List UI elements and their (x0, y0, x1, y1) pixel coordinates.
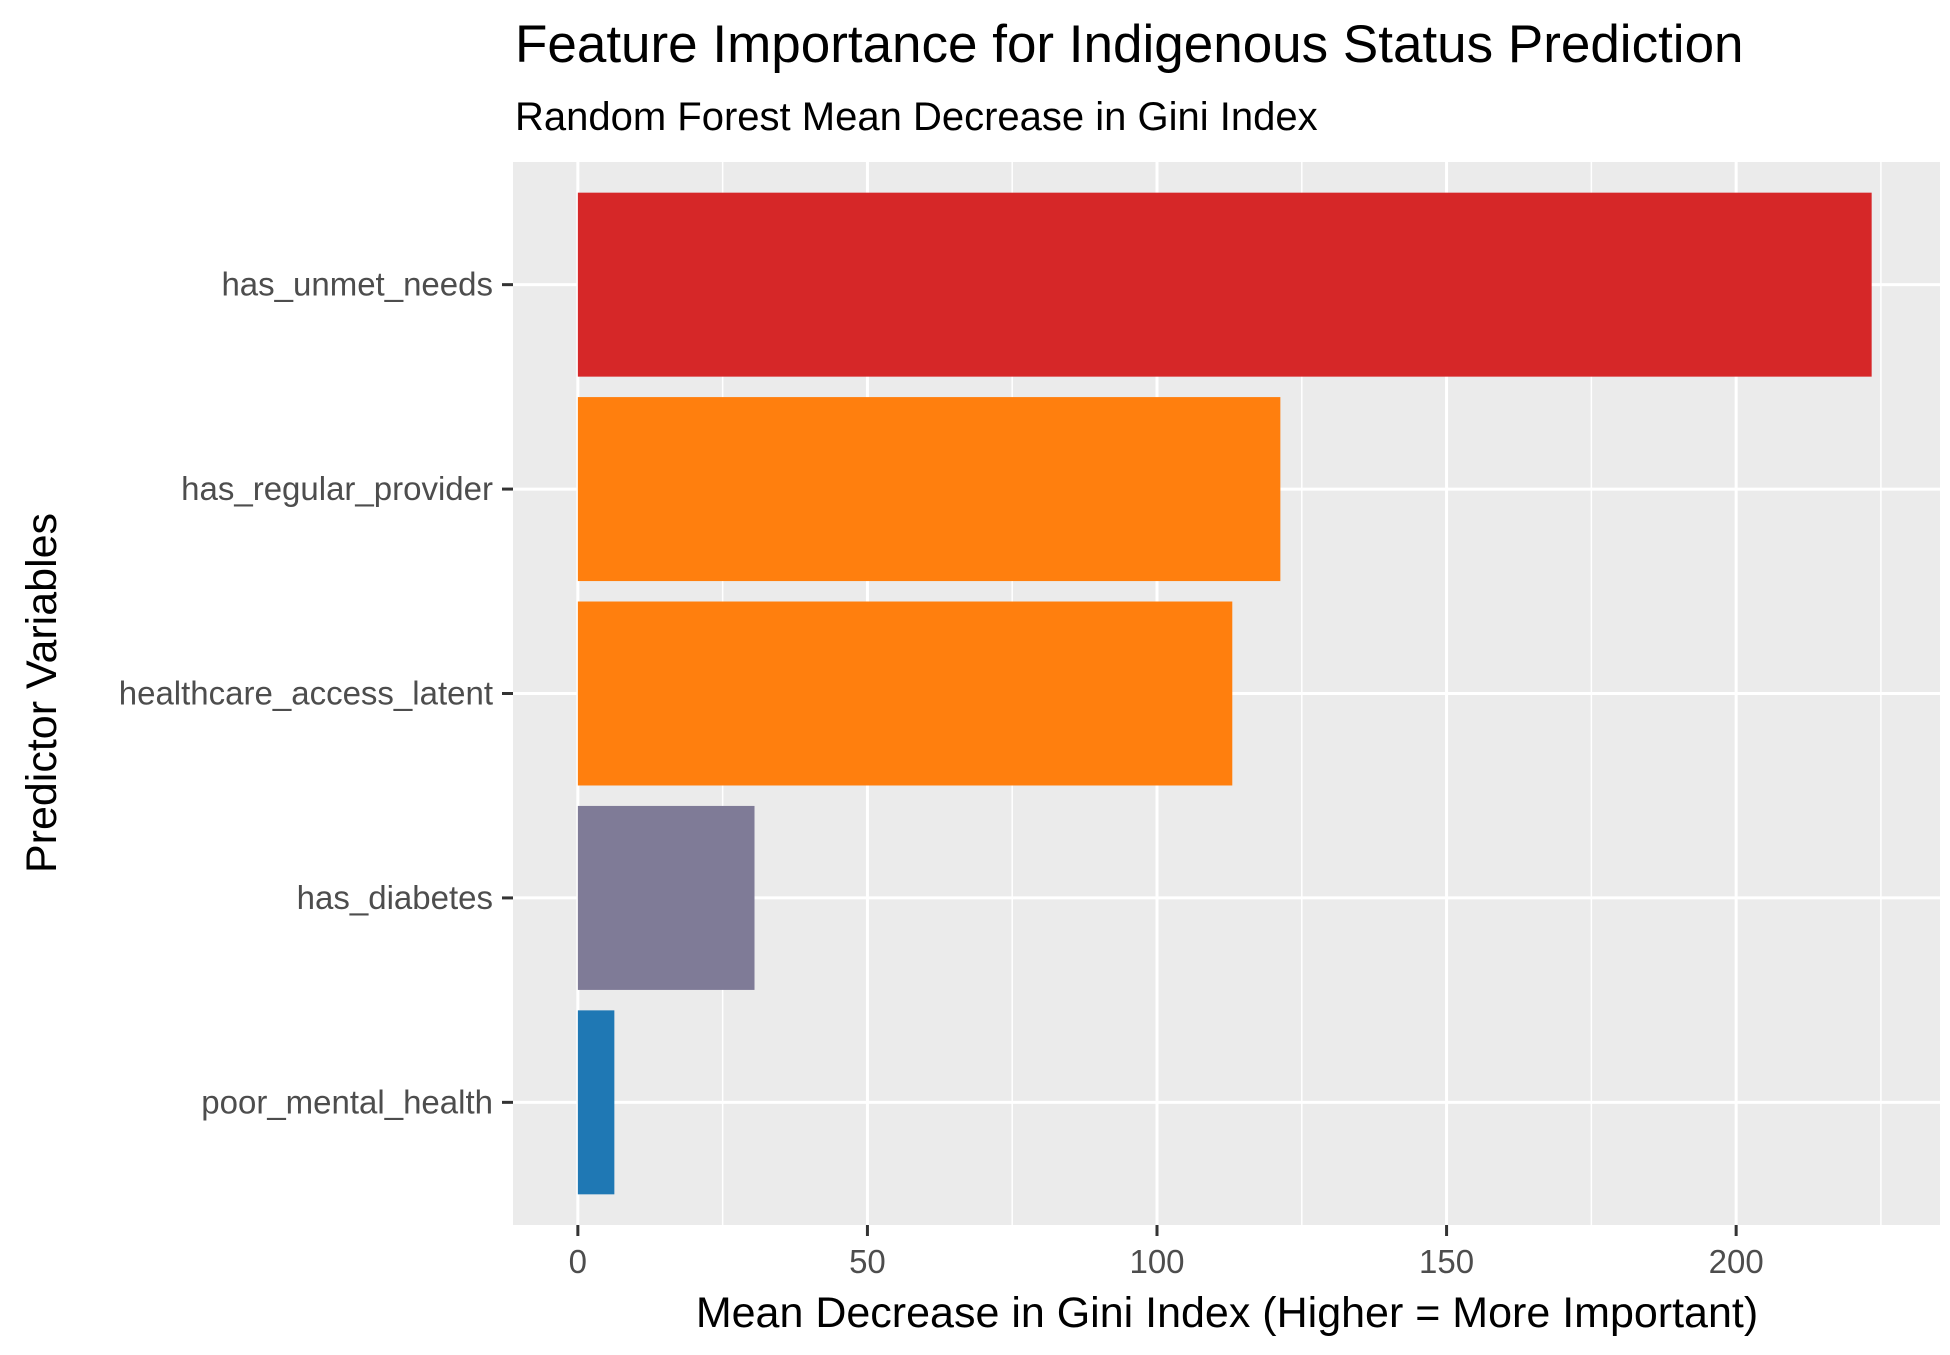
bar-has-unmet-needs (577, 192, 1872, 377)
x-axis-title: Mean Decrease in Gini Index (Higher = Mo… (696, 1289, 1758, 1337)
x-tick-label: 50 (849, 1243, 886, 1280)
y-tick-label: has_regular_provider (181, 470, 493, 507)
y-tick-label: has_diabetes (297, 879, 493, 916)
y-tick-label: poor_mental_health (201, 1083, 493, 1120)
bar-has-diabetes (577, 805, 755, 990)
bars (577, 192, 1872, 1195)
y-axis-title: Predictor Variables (18, 513, 66, 873)
bar-has-regular-provider (577, 397, 1281, 582)
x-tick-label: 0 (569, 1243, 587, 1280)
x-tick-label: 100 (1129, 1243, 1184, 1280)
y-axis: has_unmet_needs has_regular_providerhealt… (119, 266, 513, 1120)
x-tick-label: 150 (1419, 1243, 1474, 1280)
bar-healthcare-access-latent (577, 601, 1233, 786)
x-tick-label: 200 (1709, 1243, 1764, 1280)
y-tick-label: has_unmet_needs (221, 266, 493, 303)
bar-poor-mental-health (577, 1010, 615, 1195)
x-axis: 0 50 100 150 200 (569, 1225, 1764, 1280)
y-tick-label: healthcare_access_latent (119, 675, 493, 712)
chart-title: Feature Importance for Indigenous Status… (515, 15, 1744, 74)
chart-subtitle: Random Forest Mean Decrease in Gini Inde… (515, 95, 1318, 139)
